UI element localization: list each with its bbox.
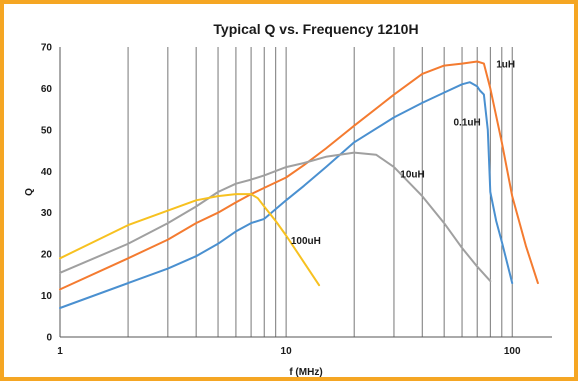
y-tick-label: 20 [41,250,53,261]
chart-title: Typical Q vs. Frequency 1210H [213,21,418,37]
x-tick-label: 1 [57,346,63,357]
chart: Typical Q vs. Frequency 1210H 0 10 20 30 40 5… [24,21,552,378]
series-line-100uH [59,193,321,287]
series-label: 100uH [291,236,321,247]
series-labels: 1uH 0.1uH 10uH 100uH [291,60,515,247]
y-tick-label: 60 [41,84,53,95]
x-tick-label: 10 [281,346,293,357]
y-tick-label: 40 [41,167,53,178]
y-tick-label: 70 [41,43,53,54]
y-tick-label: 0 [46,333,52,344]
y-tick-label: 10 [41,291,53,302]
y-tick-label: 50 [41,125,53,136]
series-line-0_1uH [59,81,514,309]
y-axis-label: Q [24,188,35,196]
series-label: 10uH [400,170,424,181]
y-tick-label: 30 [41,208,53,219]
x-tick-label: 100 [504,346,521,357]
grid [127,47,513,337]
x-axis-label: f (MHz) [289,367,322,378]
series-label: 1uH [496,60,515,71]
series-label: 0.1uH [453,118,480,129]
axes: 0 10 20 30 40 50 60 70 1 10 100 [41,43,552,357]
series-group [59,60,539,309]
series-line-10uH [59,151,492,283]
series-line-1uH [59,60,539,291]
